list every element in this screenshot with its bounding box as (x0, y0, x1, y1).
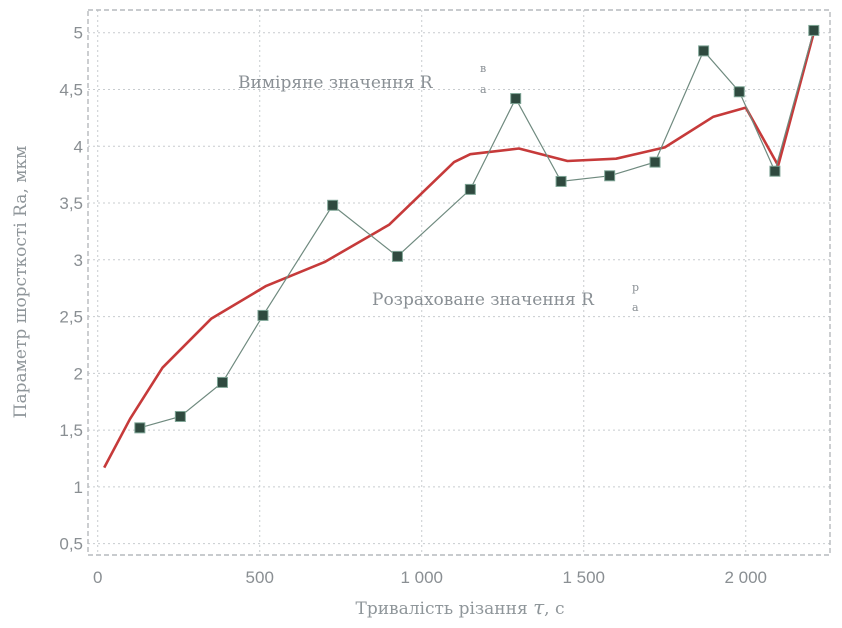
svg-text:Розраховане значення R: Розраховане значення R (372, 290, 595, 310)
y-tick-label: 4 (74, 137, 83, 156)
y-axis-ticks: 0,5 1 1,5 2 2,5 3 3,5 4 4,5 5 (59, 24, 83, 554)
annotation-measured-text: Виміряне значення R (238, 73, 434, 93)
x-axis-title: Тривалість різання τ, с (355, 595, 564, 619)
y-tick-label: 4,5 (59, 80, 83, 99)
series (103, 24, 820, 469)
annotation-measured: Виміряне значення R в a (238, 62, 487, 96)
annotation-measured-sub: a (480, 83, 487, 96)
data-point-measured (216, 376, 228, 388)
data-point-measured (134, 422, 146, 434)
y-axis-title: Параметр шорсткості Ra, мкм (11, 146, 31, 419)
x-tick-label: 1 000 (400, 568, 443, 587)
data-point-measured (769, 165, 781, 177)
x-tick-label: 1 500 (562, 568, 605, 587)
data-point-measured (391, 250, 403, 262)
svg-text:Виміряне значення R: Виміряне значення R (238, 73, 434, 93)
data-point-measured (510, 93, 522, 105)
data-point-measured (808, 24, 820, 36)
series-line-calculated (103, 32, 816, 469)
data-point-measured (649, 156, 661, 168)
data-point-measured (464, 183, 476, 195)
y-tick-label: 3 (74, 251, 83, 270)
grid (88, 10, 830, 555)
plot-frame (87, 9, 831, 556)
data-point-measured (698, 45, 710, 57)
data-point-measured (555, 175, 567, 187)
y-tick-label: 1,5 (59, 421, 83, 440)
y-tick-label: 3,5 (59, 194, 83, 213)
annotation-measured-sup: в (480, 62, 486, 75)
y-tick-label: 2 (74, 364, 83, 383)
annotation-calculated-text: Розраховане значення R (372, 290, 595, 310)
annotation-calculated-sup: р (632, 281, 639, 294)
x-tick-label: 0 (93, 568, 102, 587)
annotation-calculated-sub: a (632, 301, 639, 314)
x-tick-label: 500 (246, 568, 274, 587)
data-point-measured (604, 170, 616, 182)
y-tick-label: 5 (74, 24, 83, 43)
y-tick-label: 0,5 (59, 535, 83, 554)
x-axis-ticks: 0 500 1 000 1 500 2 000 (93, 568, 767, 587)
data-point-measured (733, 86, 745, 98)
data-point-measured (174, 410, 186, 422)
x-tick-label: 2 000 (724, 568, 767, 587)
data-point-measured (327, 199, 339, 211)
annotation-calculated: Розраховане значення R р a (372, 281, 639, 314)
data-point-measured (257, 309, 269, 321)
y-tick-label: 1 (74, 478, 83, 497)
y-tick-label: 2,5 (59, 308, 83, 327)
